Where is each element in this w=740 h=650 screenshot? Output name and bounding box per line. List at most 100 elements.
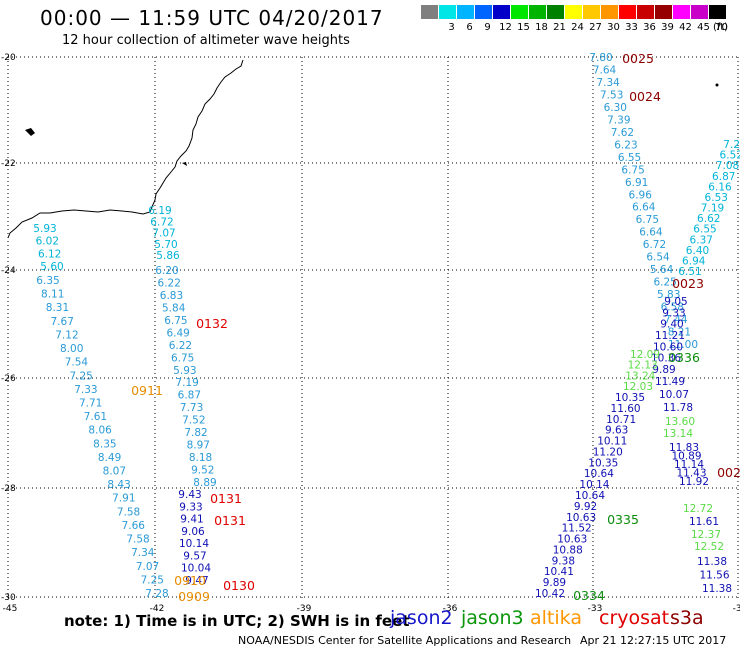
wave-height-label: 6.64 (639, 227, 663, 239)
wave-height-label: 7.07 (152, 228, 175, 240)
wave-height-label: 12.72 (683, 503, 713, 515)
wave-height-label: 11.83 (669, 442, 699, 454)
wave-height-label: 12.37 (691, 529, 721, 541)
scale-tick-label: 24 (571, 22, 584, 33)
scale-tick-label: 27 (589, 22, 602, 33)
wave-height-label: 5.70 (154, 239, 177, 251)
pass-time-label: 0132 (196, 316, 228, 331)
scale-tick-label: 3 (448, 22, 455, 33)
measurement-labels: 6.196.727.075.705.865.936.026.125.606.35… (33, 52, 740, 600)
wave-height-label: 7.19 (175, 377, 198, 389)
wave-height-label: 6.53 (705, 192, 728, 204)
wave-height-label: 6.30 (604, 102, 627, 114)
wave-height-label: 6.72 (643, 239, 666, 251)
scale-swatch (421, 5, 438, 19)
scale-swatch (529, 5, 546, 19)
scale-tick-label: 15 (517, 22, 530, 33)
pass-time-label: 0131 (214, 513, 246, 528)
scale-swatch (709, 5, 726, 19)
island-path (25, 128, 35, 136)
wave-height-label: 7.34 (596, 77, 620, 89)
scale-swatch (637, 5, 654, 19)
axis-labels: -20-22-24-26-28-30-45-42-39-36-33-30 (1, 53, 740, 614)
wave-height-label: 10.63 (566, 512, 596, 524)
scale-tick-label: 21 (553, 22, 566, 33)
wave-height-label: 6.25 (653, 277, 676, 289)
wave-height-label: 11.00 (668, 339, 698, 351)
wave-height-label: 11.14 (674, 459, 704, 471)
wave-height-label: 9.05 (664, 296, 687, 308)
pass-time-label: 002 (717, 465, 740, 480)
wave-height-label: 8.06 (88, 425, 112, 437)
wave-height-label: 6.02 (36, 236, 59, 248)
wave-height-label: 6.22 (169, 340, 192, 352)
lat-axis-label: -26 (1, 374, 16, 384)
wave-height-label: 7.91 (112, 493, 135, 505)
wave-height-label: 7.58 (117, 506, 140, 518)
wave-height-label: 6.12 (38, 248, 61, 260)
wave-height-label: 7.07 (136, 561, 159, 573)
lat-axis-label: -30 (1, 593, 16, 603)
scale-tick-label: 6 (466, 22, 473, 33)
wave-height-label: 6.91 (625, 177, 648, 189)
scale-tick-label: 42 (679, 22, 692, 33)
wave-height-label: 7.34 (131, 547, 155, 559)
satellite-legend-item: cryosat (599, 607, 670, 629)
wave-height-label: 6.87 (178, 390, 201, 402)
scale-tick-label: 12 (499, 22, 512, 33)
scale-swatch (583, 5, 600, 19)
wave-height-label: 10.35 (588, 457, 618, 469)
wave-height-label: 9.33 (662, 307, 685, 319)
pass-time-label: 0130 (223, 578, 255, 593)
wave-height-label: 11.38 (702, 583, 732, 595)
lon-axis-label: -42 (150, 604, 165, 614)
wave-height-label: 10.42 (535, 588, 565, 600)
wave-height-label: 11.78 (663, 402, 693, 414)
wave-height-label: 11.61 (689, 516, 719, 528)
wave-height-label: 9.89 (543, 577, 566, 589)
wave-height-label: 7.52 (182, 415, 205, 427)
lon-axis-label: -45 (3, 604, 18, 614)
wave-height-label: 8.21 (668, 327, 691, 339)
wave-height-label: 7.24 (723, 139, 740, 151)
wave-height-label: 7.44 (664, 314, 688, 326)
wave-height-label: 6.72 (150, 216, 173, 228)
wave-height-label: 6.52 (720, 150, 740, 162)
wave-height-label: 6.62 (697, 213, 720, 225)
wave-height-label: 10.64 (584, 468, 614, 480)
wave-height-label: 10.64 (575, 490, 605, 502)
wave-height-label: 6.20 (155, 265, 178, 277)
wave-height-label: 10.35 (615, 392, 645, 404)
wave-height-label: 8.97 (187, 440, 210, 452)
wave-height-label: 12.52 (694, 541, 724, 553)
wave-height-label: 10.63 (557, 534, 587, 546)
wave-height-label: 6.49 (166, 327, 189, 339)
wave-height-label: 5.60 (40, 261, 63, 273)
pass-time-label: 0024 (629, 89, 661, 104)
wave-height-label: 6.54 (646, 252, 670, 264)
wave-height-label: 8.35 (93, 438, 116, 450)
wave-height-label: 7.66 (122, 520, 146, 532)
wave-height-label: 8.18 (189, 452, 212, 464)
wave-height-label: 9.41 (180, 514, 203, 526)
scale-swatch (511, 5, 528, 19)
wave-height-label: 9.33 (179, 501, 202, 513)
wave-height-label: 7.33 (74, 384, 97, 396)
wave-height-label: 10.04 (181, 563, 211, 575)
scale-swatch (619, 5, 636, 19)
wave-height-label: 11.52 (562, 523, 592, 535)
wave-height-label: 6.58 (661, 302, 684, 314)
wave-height-label: 11.56 (699, 570, 729, 582)
wave-height-label: 7.54 (65, 357, 89, 369)
wave-height-label: 13.60 (665, 416, 695, 428)
lon-axis-label: -33 (588, 604, 603, 614)
wave-height-label: 8.89 (193, 477, 216, 489)
scale-tick-label: 36 (643, 22, 656, 33)
pass-time-label: 0911 (131, 383, 163, 398)
wave-height-label: 9.40 (660, 319, 683, 331)
pass-time-label: 0023 (672, 276, 704, 291)
wave-height-label: 7.80 (589, 52, 612, 64)
wave-height-label: 5.83 (657, 289, 680, 301)
island-point (715, 83, 719, 87)
